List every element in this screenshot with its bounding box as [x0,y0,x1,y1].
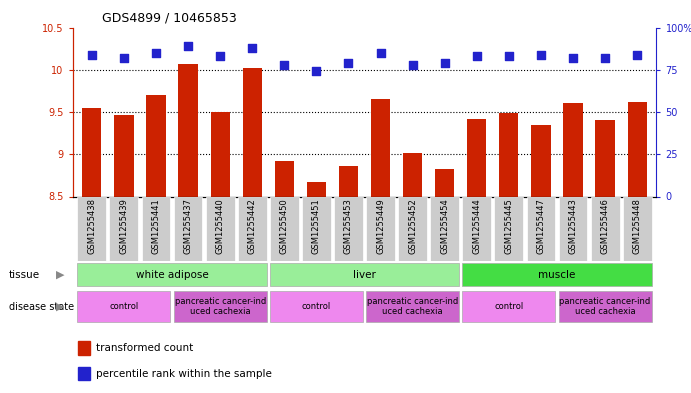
Bar [109,196,138,261]
Bar [78,367,90,380]
Text: GSM1255441: GSM1255441 [151,198,160,254]
Point [567,55,578,61]
Text: GSM1255439: GSM1255439 [120,198,129,254]
Text: GSM1255451: GSM1255451 [312,198,321,254]
Text: GSM1255450: GSM1255450 [280,198,289,254]
Text: disease state: disease state [9,301,74,312]
Text: muscle: muscle [538,270,576,280]
Text: white adipose: white adipose [135,270,209,280]
Bar [527,196,556,261]
Text: GSM1255443: GSM1255443 [569,198,578,254]
Bar [462,290,556,322]
Bar [563,103,583,196]
Point [375,50,386,56]
Bar [78,342,90,355]
Bar [435,169,454,196]
Bar [173,290,267,322]
Text: tissue: tissue [9,270,40,280]
Text: control: control [302,302,331,311]
Bar [178,64,198,196]
Text: transformed count: transformed count [96,343,193,353]
Bar [274,161,294,196]
Point [536,51,547,58]
Bar [430,196,459,261]
Bar [591,196,620,261]
Bar [238,196,267,261]
Text: GSM1255438: GSM1255438 [87,198,96,254]
Text: GSM1255442: GSM1255442 [247,198,257,254]
Bar [114,114,133,196]
Bar [334,196,363,261]
Bar [339,166,358,196]
Text: GSM1255445: GSM1255445 [504,198,513,254]
Bar [403,153,422,196]
Text: GSM1255446: GSM1255446 [600,198,609,254]
Text: control: control [109,302,138,311]
Bar [398,196,427,261]
Point [343,60,354,66]
Point [600,55,611,61]
Bar [467,119,486,196]
Bar [462,263,652,286]
Text: GSM1255447: GSM1255447 [536,198,545,254]
Point [311,68,322,75]
Text: pancreatic cancer-ind
uced cachexia: pancreatic cancer-ind uced cachexia [175,297,266,316]
Bar [462,196,491,261]
Point [247,45,258,51]
Point [471,53,482,59]
Point [439,60,451,66]
Bar [307,182,326,196]
Bar [531,125,551,196]
Bar [173,196,202,261]
Point [503,53,514,59]
Bar [243,68,262,196]
Text: GSM1255454: GSM1255454 [440,198,449,254]
Bar [77,196,106,261]
Bar [82,108,102,196]
Point [215,53,226,59]
Bar [270,196,299,261]
Bar [146,95,166,196]
Bar [366,290,459,322]
Text: control: control [494,302,524,311]
Text: GSM1255444: GSM1255444 [472,198,482,254]
Text: pancreatic cancer-ind
uced cachexia: pancreatic cancer-ind uced cachexia [367,297,458,316]
Point [182,43,193,49]
Bar [499,113,518,196]
Bar [627,102,647,196]
Bar [558,290,652,322]
Text: GSM1255452: GSM1255452 [408,198,417,254]
Text: GSM1255437: GSM1255437 [184,198,193,254]
Point [278,62,290,68]
Bar [558,196,587,261]
Bar [211,112,229,196]
Bar [366,196,395,261]
Text: GSM1255449: GSM1255449 [376,198,385,254]
Bar [77,290,171,322]
Bar [270,290,363,322]
Point [151,50,162,56]
Point [407,62,418,68]
Bar [77,263,267,286]
Text: pancreatic cancer-ind
uced cachexia: pancreatic cancer-ind uced cachexia [560,297,651,316]
Bar [206,196,234,261]
Text: GDS4899 / 10465853: GDS4899 / 10465853 [102,12,236,25]
Point [118,55,129,61]
Text: GSM1255440: GSM1255440 [216,198,225,254]
Text: GSM1255453: GSM1255453 [344,198,353,254]
Bar [596,120,615,196]
Point [632,51,643,58]
Bar [142,196,171,261]
Bar [495,196,523,261]
Bar [302,196,331,261]
Text: percentile rank within the sample: percentile rank within the sample [96,369,272,378]
Bar [371,99,390,196]
Point [86,51,97,58]
Bar [270,263,459,286]
Text: ▶: ▶ [56,301,64,312]
Text: liver: liver [353,270,376,280]
Text: ▶: ▶ [56,270,64,280]
Bar [623,196,652,261]
Text: GSM1255448: GSM1255448 [633,198,642,254]
